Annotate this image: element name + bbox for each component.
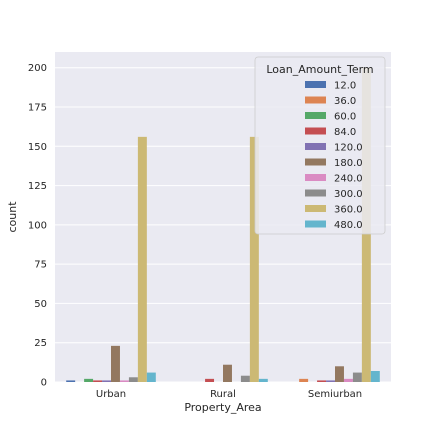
legend-entry: 240.0 (334, 174, 363, 185)
bar-semiurban-180-0 (335, 366, 344, 382)
y-tick-label: 100 (28, 220, 47, 231)
bar-rural-480-0 (258, 378, 268, 382)
bar-urban-180-0 (111, 345, 120, 382)
bar-urban-300-0 (128, 377, 138, 382)
legend-swatch (305, 112, 326, 119)
legend-entry: 84.0 (334, 127, 356, 138)
y-tick-label: 0 (41, 378, 47, 389)
bar-semiurban-36-0 (299, 378, 309, 382)
x-tick-labels: Urban Rural Semiurban (96, 389, 362, 400)
bar-semiurban-240-0 (343, 378, 353, 382)
y-tick-label: 175 (28, 103, 47, 114)
bar-semiurban-300-0 (352, 372, 362, 382)
bar-rural-300-0 (240, 375, 250, 382)
legend-entry: 120.0 (334, 143, 363, 154)
x-tick-label: Semiurban (308, 389, 362, 400)
bar-urban-360-0 (137, 136, 147, 382)
legend-entry: 300.0 (334, 189, 363, 200)
legend-swatch (305, 189, 326, 197)
bar-urban-480-0 (146, 372, 156, 382)
legend-swatch (305, 220, 326, 228)
legend: Loan_Amount_Term 12.0 36.0 60.0 84.0 120.0 180… (254, 56, 386, 235)
legend-swatch (305, 158, 326, 166)
bar-urban-120-0 (102, 380, 111, 382)
legend-entry: 360.0 (334, 205, 363, 216)
legend-swatch (305, 143, 326, 150)
x-tick-label: Rural (210, 389, 236, 400)
bar-semiurban-84-0 (317, 380, 327, 382)
legend-swatch (305, 205, 326, 212)
y-tick-label: 150 (28, 142, 47, 153)
bar-urban-12-0 (66, 380, 76, 382)
legend-entry: 12.0 (334, 81, 356, 92)
bar-rural-360-0 (249, 136, 259, 382)
legend-entry: 480.0 (334, 220, 363, 231)
legend-entry: 36.0 (334, 96, 356, 107)
legend-swatch (305, 127, 326, 135)
bar-semiurban-120-0 (326, 380, 335, 382)
legend-swatch (305, 174, 326, 181)
y-tick-label: 125 (28, 181, 47, 192)
y-tick-labels: 0 25 50 75 100 125 150 175 200 (28, 63, 47, 388)
y-tick-label: 25 (34, 338, 47, 349)
bar-rural-84-0 (205, 378, 215, 382)
x-tick-label: Urban (96, 389, 126, 400)
bar-urban-60-0 (84, 378, 94, 382)
y-tick-label: 50 (34, 299, 47, 310)
y-tick-label: 75 (34, 260, 47, 271)
legend-title: Loan_Amount_Term (266, 63, 373, 76)
bar-rural-180-0 (223, 364, 232, 382)
legend-swatch (305, 96, 326, 104)
legend-entry: 180.0 (334, 158, 363, 169)
bar-semiurban-480-0 (370, 371, 380, 382)
legend-entry: 60.0 (334, 112, 356, 123)
bar-urban-84-0 (93, 380, 103, 382)
y-axis-label: count (6, 201, 19, 233)
y-tick-label: 200 (28, 63, 47, 74)
bar-urban-240-0 (119, 380, 129, 382)
legend-swatch (305, 81, 326, 88)
x-axis-label: Property_Area (184, 401, 261, 414)
